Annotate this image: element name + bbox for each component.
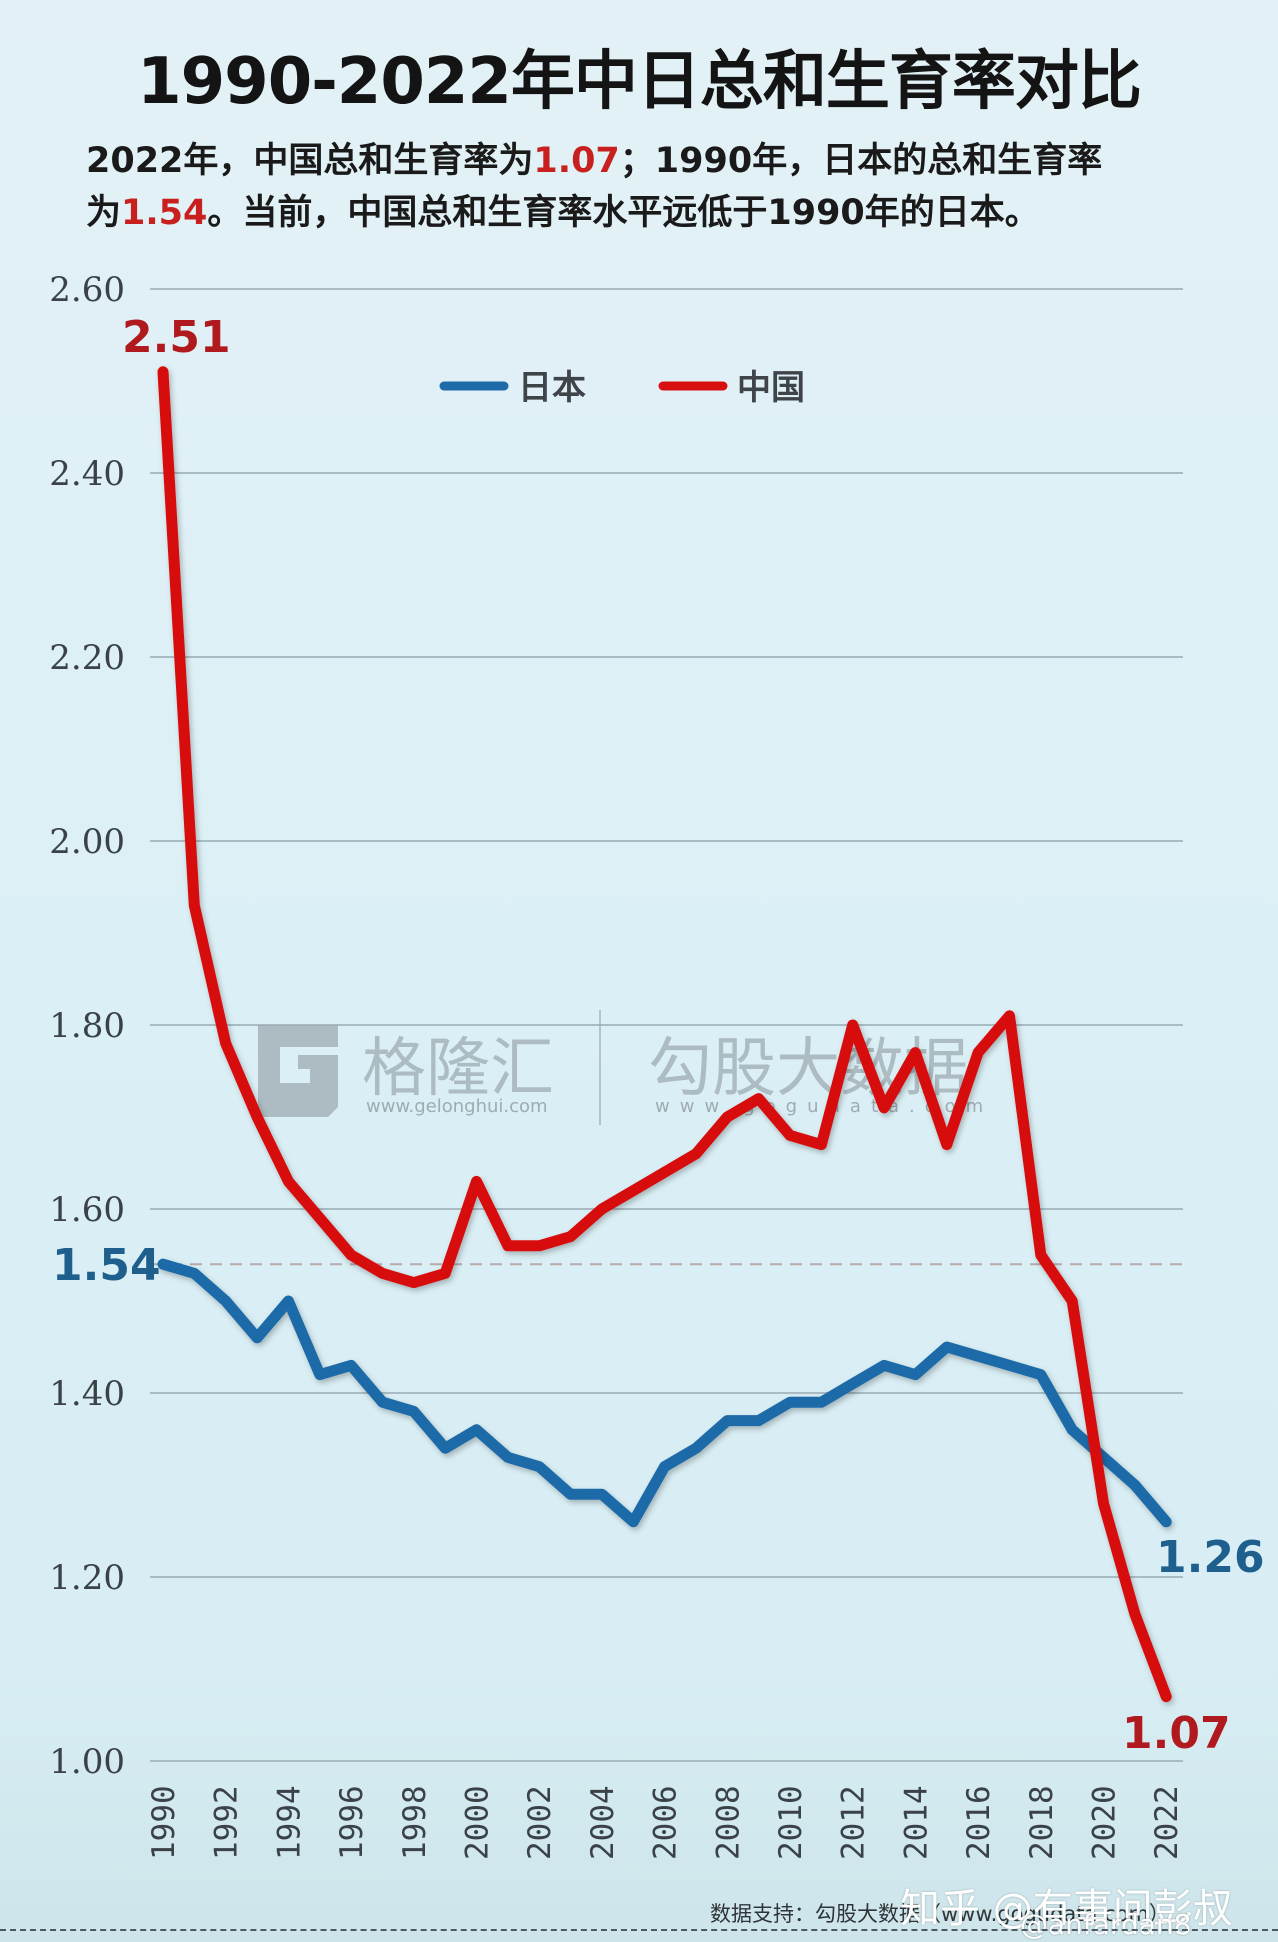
- legend-china-label: 中国: [737, 368, 805, 408]
- x-tick-label: 1998: [397, 1785, 433, 1860]
- x-tick-label: 2010: [773, 1785, 809, 1860]
- watermark-gelonghui: 格隆汇: [362, 1032, 554, 1106]
- subtitle-japan-value: 1.54: [121, 193, 208, 233]
- x-tick-label: 2022: [1149, 1785, 1185, 1860]
- japan-start-label: 1.54: [52, 1240, 161, 1291]
- y-tick-label: 1.80: [49, 1006, 125, 1046]
- series-line-japan: [157, 1258, 1172, 1528]
- y-tick-label: 1.40: [49, 1374, 125, 1414]
- legend-japan-label: 日本: [518, 368, 586, 408]
- x-tick-label: 2004: [585, 1785, 621, 1860]
- chart-title: 1990-2022年中日总和生育率对比: [137, 45, 1142, 119]
- subtitle-china-value: 1.07: [533, 141, 620, 181]
- y-tick-label: 1.60: [49, 1190, 125, 1230]
- y-tick-label: 1.00: [49, 1742, 125, 1782]
- y-tick-label: 1.20: [49, 1558, 125, 1598]
- y-axis-ticks: 1.00 1.20 1.40 1.60 1.80 2.00 2.20 2.40 2.60: [49, 270, 125, 1782]
- legend: 日本 中国: [439, 368, 805, 408]
- subtitle-text: 。当前，中国总和生育率水平远低于1990年的日本。: [207, 193, 1040, 233]
- gelonghui-logo-icon: [258, 1025, 338, 1117]
- subtitle-text: 为: [86, 193, 122, 233]
- x-tick-label: 1996: [334, 1785, 370, 1860]
- x-tick-label: 2016: [961, 1785, 997, 1860]
- x-axis-ticks: 1990 1992 1994 1996 1998 2000 2002 2004 2006 2008…: [146, 1785, 1185, 1860]
- x-tick-label: 1990: [146, 1785, 182, 1860]
- bottom-divider: [0, 1929, 1278, 1931]
- x-tick-label: 2020: [1087, 1785, 1123, 1860]
- gridlines: [150, 288, 1183, 1762]
- zhihu-watermark: 知乎 @有事问彭叔: [900, 1886, 1233, 1932]
- weibo-watermark: @anfardan8: [1020, 1908, 1192, 1941]
- x-tick-label: 2002: [522, 1785, 558, 1860]
- x-tick-label: 1992: [209, 1785, 245, 1860]
- x-tick-label: 2000: [460, 1785, 496, 1860]
- x-tick-label: 1994: [271, 1785, 307, 1860]
- watermark-gogudata: 勾股大数据: [648, 1032, 968, 1106]
- y-tick-label: 2.40: [49, 454, 125, 494]
- y-tick-label: 2.60: [49, 270, 125, 310]
- chart-subtitle: 2022年，中国总和生育率为1.07；1990年，日本的总和生育率 为1.54。…: [86, 135, 1226, 239]
- x-tick-label: 2018: [1024, 1785, 1060, 1860]
- y-tick-label: 2.00: [49, 822, 125, 862]
- data-source: 数据支持：勾股大数据（www.gogudata.com）: [710, 1902, 1170, 1926]
- watermark-gelonghui-url: www.gelonghui.com: [366, 1096, 548, 1117]
- x-tick-label: 2006: [648, 1785, 684, 1860]
- y-tick-label: 2.20: [49, 638, 125, 678]
- x-tick-label: 2008: [710, 1785, 746, 1860]
- subtitle-text: ；1990年，日本的总和生育率: [619, 141, 1103, 181]
- series-line-china: [157, 366, 1172, 1703]
- x-tick-label: 2014: [898, 1785, 934, 1860]
- japan-end-label: 1.26: [1156, 1532, 1265, 1583]
- china-end-label: 1.07: [1122, 1708, 1231, 1759]
- subtitle-text: 2022年，中国总和生育率为: [86, 141, 534, 181]
- x-tick-label: 2012: [836, 1785, 872, 1860]
- china-start-label: 2.51: [122, 312, 231, 363]
